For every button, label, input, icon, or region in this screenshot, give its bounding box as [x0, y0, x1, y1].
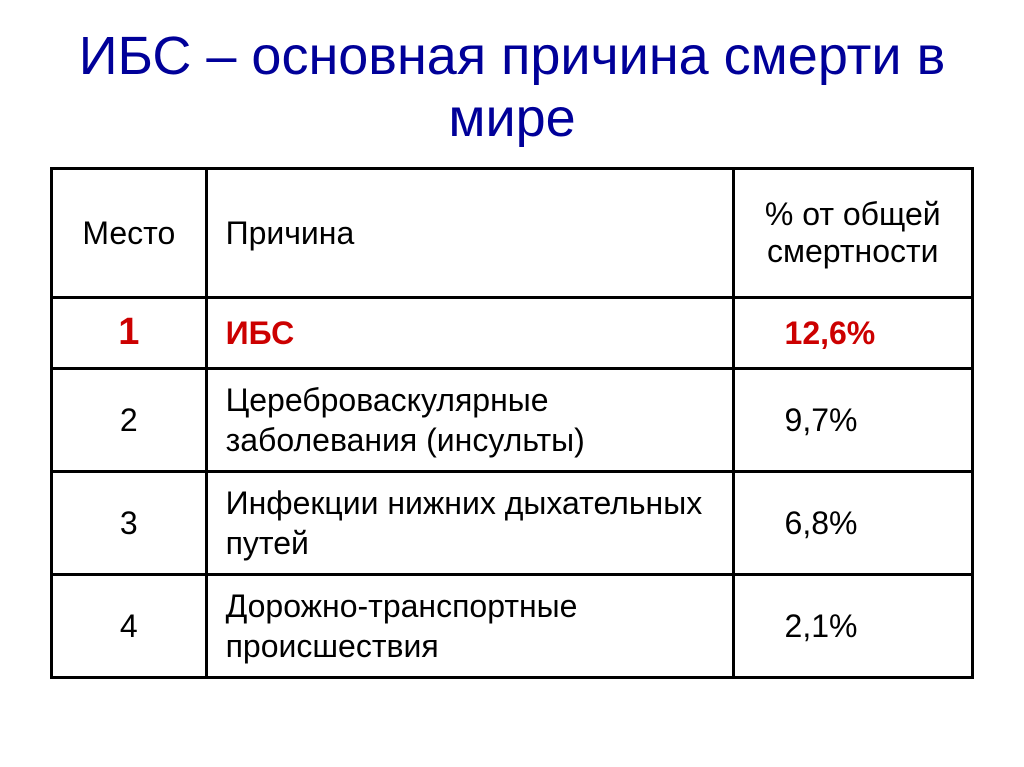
- header-cause: Причина: [206, 169, 733, 298]
- header-place: Место: [52, 169, 207, 298]
- cell-percent: 12,6%: [733, 298, 972, 369]
- cell-cause: Инфекции нижних дыхательных путей: [206, 471, 733, 574]
- cell-cause: Цереброваскулярные заболевания (инсульты…: [206, 368, 733, 471]
- table-row: 3 Инфекции нижних дыхательных путей 6,8%: [52, 471, 973, 574]
- table-header-row: Место Причина % от общей смертности: [52, 169, 973, 298]
- cell-place: 4: [52, 574, 207, 677]
- mortality-table: Место Причина % от общей смертности 1 ИБ…: [50, 167, 974, 679]
- cell-percent: 6,8%: [733, 471, 972, 574]
- table-row: 4 Дорожно-транспортные происшествия 2,1%: [52, 574, 973, 677]
- cell-place: 2: [52, 368, 207, 471]
- cell-percent: 9,7%: [733, 368, 972, 471]
- cell-place: 1: [52, 298, 207, 369]
- cell-cause: Дорожно-транспортные происшествия: [206, 574, 733, 677]
- header-percent: % от общей смертности: [733, 169, 972, 298]
- table-row: 1 ИБС 12,6%: [52, 298, 973, 369]
- table-row: 2 Цереброваскулярные заболевания (инсуль…: [52, 368, 973, 471]
- cell-place: 3: [52, 471, 207, 574]
- cell-percent: 2,1%: [733, 574, 972, 677]
- cell-cause: ИБС: [206, 298, 733, 369]
- slide-title: ИБС – основная причина смерти в мире: [50, 25, 974, 149]
